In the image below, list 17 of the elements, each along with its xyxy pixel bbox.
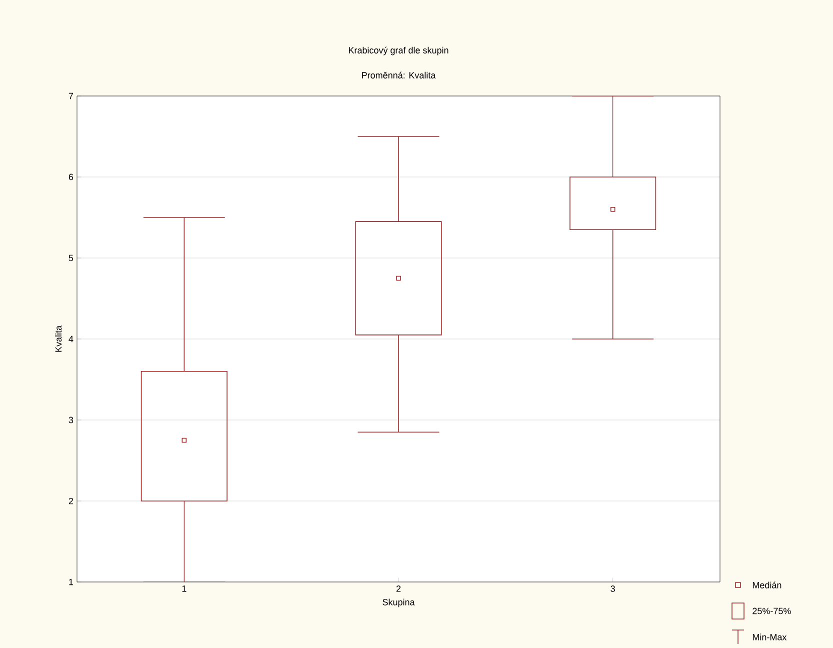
y-tick-label: 7 (68, 92, 74, 100)
chart-subtitle: Proměnná: Kvalita (362, 72, 436, 78)
text: 25%-75% (752, 608, 791, 614)
y-tick-label: 3 (68, 416, 74, 424)
x-axis-title: Skupina (382, 598, 415, 608)
text: Min-Max (752, 634, 787, 640)
y-tick-label: 4 (68, 336, 74, 342)
chart-title: Krabicový graf dle skupin (348, 46, 448, 56)
text: Medián (752, 582, 782, 588)
y-tick-label: 6 (68, 174, 74, 180)
y-tick-label: 5 (68, 254, 74, 262)
y-tick-label: 1 (69, 578, 74, 586)
x-tick-label: 3 (610, 586, 615, 592)
y-tick-label: 2 (68, 498, 74, 504)
x-tick-label: 1 (182, 586, 186, 592)
x-tick-label: 2 (396, 586, 401, 592)
y-axis-title: Kvalita (54, 325, 62, 352)
